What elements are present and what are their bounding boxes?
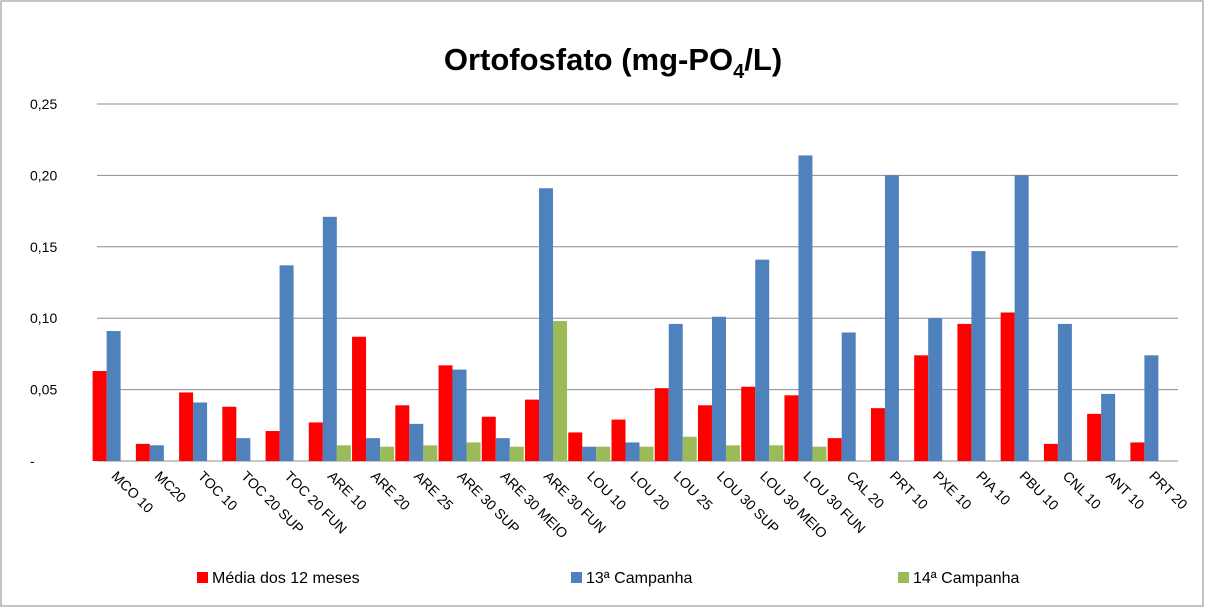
bar xyxy=(914,355,929,461)
bar xyxy=(395,405,410,461)
bar xyxy=(784,395,799,461)
bar xyxy=(1144,355,1159,461)
bar xyxy=(957,323,972,461)
bar xyxy=(409,423,424,461)
bar xyxy=(322,216,337,461)
bar xyxy=(336,445,351,461)
y-tick-label: 0,15 xyxy=(30,239,57,255)
bar xyxy=(438,365,453,461)
bar xyxy=(193,402,208,461)
bar xyxy=(149,445,164,461)
bar xyxy=(725,445,740,461)
bar xyxy=(236,438,251,461)
bar xyxy=(870,408,885,461)
bar xyxy=(466,442,481,461)
bar xyxy=(495,438,510,461)
bar xyxy=(1130,442,1145,461)
bar xyxy=(265,431,280,461)
bar xyxy=(928,318,943,461)
legend-label: Média dos 12 meses xyxy=(212,570,360,587)
y-tick-label: 0,20 xyxy=(30,167,57,183)
bar xyxy=(971,251,986,461)
bar xyxy=(1000,312,1015,461)
bar xyxy=(366,438,381,461)
bar xyxy=(481,416,496,461)
chart-title: Ortofosfato (mg-PO4/L) xyxy=(444,42,782,83)
bar xyxy=(668,323,683,461)
bar xyxy=(179,392,194,461)
bar xyxy=(697,405,712,461)
y-tick-label: 0,05 xyxy=(30,382,57,398)
bar xyxy=(1087,413,1102,461)
bar xyxy=(509,446,524,461)
bar xyxy=(741,386,756,461)
bar xyxy=(452,369,467,461)
y-tick-label: - xyxy=(30,453,35,469)
bar xyxy=(812,446,827,461)
bar xyxy=(423,445,438,461)
legend-swatch xyxy=(898,572,909,583)
y-tick-label: 0,10 xyxy=(30,310,57,326)
bar xyxy=(1057,323,1072,461)
bar xyxy=(654,388,669,461)
bar xyxy=(308,422,323,461)
legend-swatch xyxy=(571,572,582,583)
bar xyxy=(682,436,697,461)
bar xyxy=(539,188,554,461)
legend-label: 13ª Campanha xyxy=(586,570,693,587)
bar xyxy=(1014,175,1029,461)
bar xyxy=(380,446,395,461)
bar xyxy=(582,446,597,461)
bar xyxy=(106,331,121,461)
bar xyxy=(222,406,237,461)
bar xyxy=(352,336,367,461)
bar xyxy=(92,371,107,461)
bar xyxy=(841,332,856,461)
bar xyxy=(755,259,770,461)
bar xyxy=(1101,393,1116,461)
bar xyxy=(769,445,784,461)
bar xyxy=(596,446,611,461)
bar xyxy=(711,316,726,461)
bar xyxy=(639,446,654,461)
bar xyxy=(798,155,813,461)
bar xyxy=(568,432,583,461)
legend-label: 14ª Campanha xyxy=(913,570,1020,587)
bar xyxy=(135,443,150,461)
bar xyxy=(884,175,899,461)
bar xyxy=(611,419,626,461)
bar xyxy=(279,265,294,461)
bar xyxy=(625,442,640,461)
bar xyxy=(553,321,568,461)
bar xyxy=(1043,443,1058,461)
legend-swatch xyxy=(197,572,208,583)
y-tick-label: 0,25 xyxy=(30,96,57,112)
bar xyxy=(827,438,842,461)
bar xyxy=(525,399,540,461)
